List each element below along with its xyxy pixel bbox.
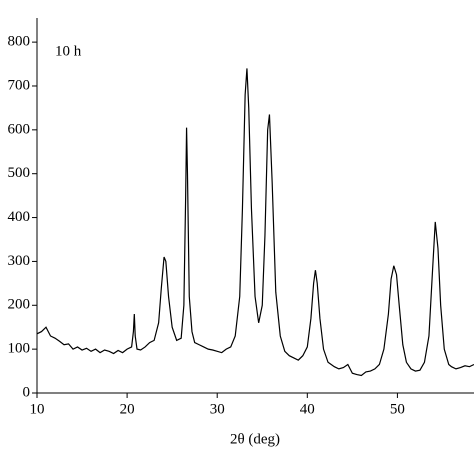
x-tick-label: 40 — [300, 401, 315, 417]
y-tick-label: 0 — [23, 384, 31, 400]
y-tick-label: 100 — [8, 341, 31, 357]
x-tick-label: 20 — [120, 401, 135, 417]
annotation: 10 h — [55, 43, 82, 59]
y-tick-label: 600 — [8, 121, 31, 137]
x-tick-label: 30 — [210, 401, 225, 417]
series-line — [36, 68, 474, 377]
y-tick-label: 700 — [8, 77, 31, 93]
x-tick-label: 10 — [30, 401, 45, 417]
y-tick-label: 300 — [8, 253, 31, 269]
y-tick-label: 400 — [8, 209, 31, 225]
x-tick-label: 50 — [390, 401, 405, 417]
y-tick-label: 500 — [8, 165, 31, 181]
x-axis-label: 2θ (deg) — [230, 431, 280, 447]
y-tick-label: 800 — [8, 34, 31, 50]
y-tick-label: 200 — [8, 297, 31, 313]
